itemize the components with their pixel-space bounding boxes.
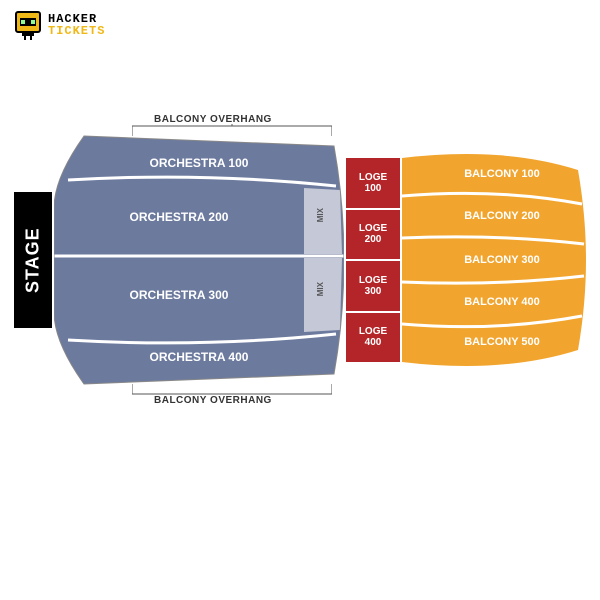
orchestra-section-300: ORCHESTRA 300 [104, 288, 254, 302]
balcony-section-400: BALCONY 400 [442, 296, 562, 308]
loge-section-400: LOGE400 [346, 313, 400, 363]
balcony-section-500: BALCONY 500 [442, 336, 562, 348]
loge-section-300: LOGE300 [346, 261, 400, 313]
orchestra-section-200: ORCHESTRA 200 [104, 210, 254, 224]
overhang-label-bottom: BALCONY OVERHANG [154, 395, 272, 406]
orchestra-section-400: ORCHESTRA 400 [124, 350, 274, 364]
balcony-block: BALCONY 100 BALCONY 200 BALCONY 300 BALC… [402, 146, 586, 374]
orchestra-section-100: ORCHESTRA 100 [124, 156, 274, 170]
seating-chart: STAGE BALCONY OVERHANG BALCONY OVERHANG … [14, 110, 586, 410]
loge-section-100: LOGE100 [346, 158, 400, 210]
stage-block: STAGE [14, 192, 52, 328]
brand-logo: HACKER TICKETS [14, 10, 105, 40]
logo-text-line2: TICKETS [48, 25, 105, 37]
stage-label: STAGE [23, 227, 44, 293]
balcony-section-100: BALCONY 100 [442, 168, 562, 180]
loge-block: LOGE100 LOGE200 LOGE300 LOGE400 [346, 158, 400, 362]
balcony-section-200: BALCONY 200 [442, 210, 562, 222]
mix-label-bottom: MIX [316, 282, 325, 296]
mix-label-top: MIX [316, 208, 325, 222]
logo-icon [14, 10, 42, 40]
balcony-section-300: BALCONY 300 [442, 254, 562, 266]
loge-section-200: LOGE200 [346, 210, 400, 262]
orchestra-block: ORCHESTRA 100 ORCHESTRA 200 ORCHESTRA 30… [54, 128, 344, 392]
